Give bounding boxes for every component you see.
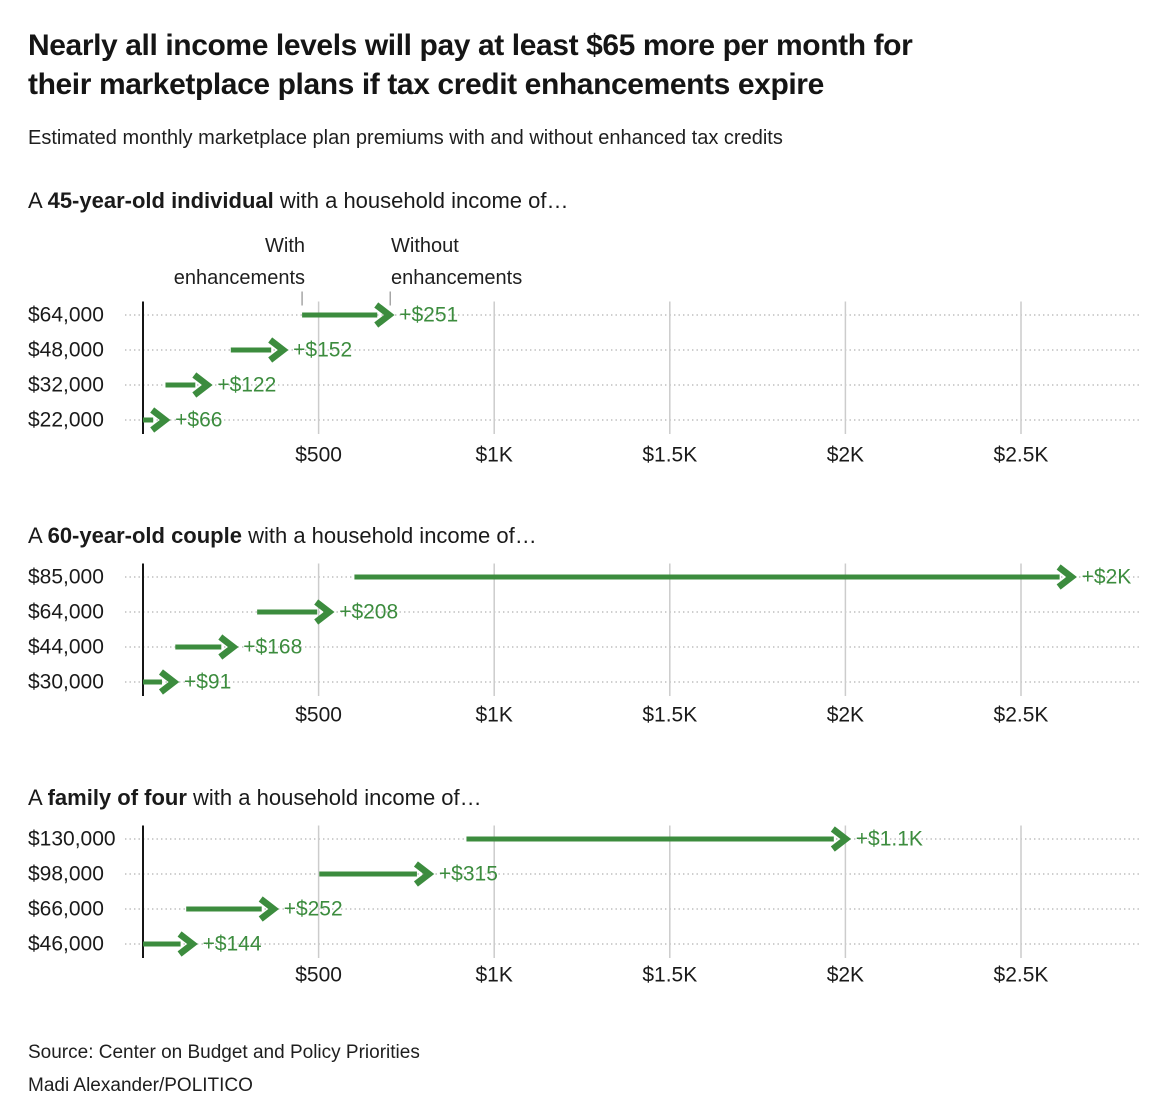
income-label: $130,000 bbox=[28, 828, 116, 851]
x-tick-label: $2K bbox=[827, 444, 864, 467]
x-tick-label: $1.5K bbox=[642, 964, 697, 987]
delta-label: +$2K bbox=[1082, 566, 1132, 589]
x-tick-label: $500 bbox=[295, 444, 342, 467]
x-tick-label: $2.5K bbox=[994, 444, 1049, 467]
delta-label: +$252 bbox=[284, 898, 343, 921]
income-label: $46,000 bbox=[28, 933, 104, 956]
premium-arrow-head bbox=[258, 896, 280, 922]
income-label: $85,000 bbox=[28, 566, 104, 589]
legend-without-line1: Without bbox=[391, 235, 459, 257]
section-title-suffix: with a household income of… bbox=[241, 523, 537, 548]
premium-arrow-head bbox=[374, 302, 395, 328]
x-tick-label: $2K bbox=[827, 964, 864, 987]
delta-label: +$66 bbox=[175, 409, 222, 432]
delta-label: +$208 bbox=[339, 601, 398, 624]
x-tick-label: $2.5K bbox=[994, 704, 1049, 727]
x-tick-label: $1.5K bbox=[642, 444, 697, 467]
section-title-suffix: with a household income of… bbox=[186, 785, 482, 810]
legend-without-enhancements: Without enhancements bbox=[391, 230, 611, 294]
section-title-family: A family of four with a household income… bbox=[28, 785, 1128, 811]
chart-subtitle: Estimated monthly marketplace plan premi… bbox=[28, 127, 783, 149]
source-credit: Source: Center on Budget and Policy Prio… bbox=[28, 1042, 420, 1063]
delta-label: +$251 bbox=[399, 304, 458, 327]
delta-label: +$144 bbox=[203, 933, 262, 956]
legend-with-line1: With bbox=[265, 235, 305, 257]
x-tick-label: $2K bbox=[827, 704, 864, 727]
x-tick-label: $1.5K bbox=[642, 704, 697, 727]
x-tick-label: $500 bbox=[295, 964, 342, 987]
income-label: $66,000 bbox=[28, 898, 104, 921]
section-title-prefix: A bbox=[28, 523, 48, 548]
premium-arrow-head bbox=[177, 931, 198, 957]
delta-label: +$168 bbox=[243, 636, 302, 659]
premium-arrow-head bbox=[1056, 564, 1077, 590]
income-label: $48,000 bbox=[28, 339, 104, 362]
premium-arrow-head bbox=[158, 669, 180, 695]
delta-label: +$91 bbox=[184, 671, 231, 694]
chart-title-line1: Nearly all income levels will pay at lea… bbox=[28, 29, 913, 62]
income-label: $44,000 bbox=[28, 636, 104, 659]
premium-arrow-head bbox=[192, 372, 213, 398]
x-tick-label: $1K bbox=[476, 704, 513, 727]
premium-arrow-head bbox=[150, 407, 171, 433]
premium-arrow-head bbox=[218, 634, 239, 660]
income-label: $32,000 bbox=[28, 374, 104, 397]
section-title-bold: family of four bbox=[47, 785, 187, 810]
delta-label: +$152 bbox=[293, 339, 352, 362]
section-title-bold: 45-year-old individual bbox=[47, 188, 274, 213]
section-title-suffix: with a household income of… bbox=[273, 188, 569, 213]
premium-arrow-head bbox=[413, 861, 435, 887]
x-tick-label: $2.5K bbox=[994, 964, 1049, 987]
income-label: $22,000 bbox=[28, 409, 104, 432]
income-label: $64,000 bbox=[28, 304, 104, 327]
premium-arrow-head bbox=[268, 337, 289, 363]
income-label: $98,000 bbox=[28, 863, 104, 886]
section-title-couple: A 60-year-old couple with a household in… bbox=[28, 523, 1128, 549]
section-title-prefix: A bbox=[28, 785, 48, 810]
delta-label: +$315 bbox=[439, 863, 498, 886]
delta-label: +$1.1K bbox=[856, 828, 923, 851]
section-title-prefix: A bbox=[28, 188, 48, 213]
premium-arrow-head bbox=[830, 826, 852, 852]
x-tick-label: $1K bbox=[476, 444, 513, 467]
legend-without-line2: enhancements bbox=[391, 267, 523, 289]
author-byline: Madi Alexander/POLITICO bbox=[28, 1075, 253, 1096]
x-tick-label: $500 bbox=[295, 704, 342, 727]
section-title-individual: A 45-year-old individual with a househol… bbox=[28, 188, 1128, 214]
income-label: $30,000 bbox=[28, 671, 104, 694]
legend-with-line2: enhancements bbox=[173, 267, 305, 289]
income-label: $64,000 bbox=[28, 601, 104, 624]
chart-title: Nearly all income levels will pay at lea… bbox=[28, 26, 1138, 104]
delta-label: +$122 bbox=[217, 374, 276, 397]
section-title-bold: 60-year-old couple bbox=[47, 523, 242, 548]
x-tick-label: $1K bbox=[476, 964, 513, 987]
premium-arrow-head bbox=[314, 599, 335, 625]
chart-title-line2: their marketplace plans if tax credit en… bbox=[28, 68, 824, 101]
legend-with-enhancements: With enhancements bbox=[140, 230, 305, 294]
